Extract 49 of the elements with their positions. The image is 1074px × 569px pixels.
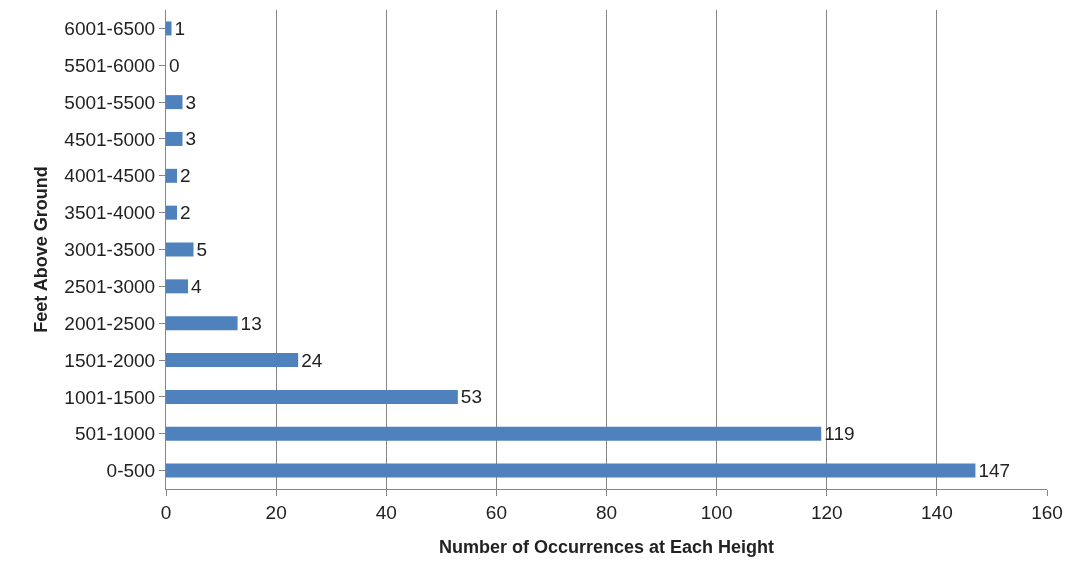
bar: [166, 95, 183, 110]
y-tick-label: 3001-3500: [64, 239, 156, 261]
y-tick-label: 5001-5500: [64, 91, 156, 113]
data-label: 3: [185, 91, 197, 113]
data-label: 147: [978, 460, 1011, 482]
data-label: 53: [460, 386, 482, 408]
x-tick-label: 100: [700, 501, 733, 523]
bar: [166, 242, 194, 257]
y-tick-label: 2001-2500: [64, 312, 156, 334]
bar: [166, 131, 183, 146]
data-label: 13: [240, 312, 262, 334]
data-label: 2: [180, 202, 191, 224]
x-tick-label: 20: [265, 501, 287, 523]
bar: [166, 316, 238, 331]
bar: [166, 463, 976, 478]
y-axis-title: Feet Above Ground: [30, 166, 51, 333]
bar: [166, 21, 172, 36]
y-tick-label: 5501-6000: [64, 54, 156, 76]
data-label: 4: [191, 275, 203, 297]
y-tick-label: 6001-6500: [64, 18, 156, 40]
y-tick-label: 1501-2000: [64, 349, 156, 371]
bar: [166, 426, 822, 441]
data-label: 119: [824, 423, 855, 445]
y-tick-label: 1001-1500: [64, 386, 156, 408]
y-tick-label: 3501-4000: [64, 202, 156, 224]
bar: [166, 205, 178, 220]
y-tick-label: 501-1000: [74, 423, 156, 445]
x-tick-label: 120: [810, 501, 843, 523]
y-tick-label: 0-500: [106, 460, 156, 482]
x-tick-label: 40: [375, 501, 397, 523]
data-label: 24: [301, 349, 323, 371]
x-tick-label: 60: [485, 501, 507, 523]
y-tick-label: 2501-3000: [64, 276, 156, 297]
data-label: 5: [196, 239, 208, 260]
data-label: 0: [169, 54, 180, 76]
bar: [166, 389, 458, 404]
x-tick-label: 140: [921, 501, 953, 523]
y-tick-label: 4501-5000: [64, 128, 156, 150]
data-label: 2: [180, 165, 191, 187]
bar: [166, 279, 189, 294]
x-tick-label: 0: [160, 501, 172, 523]
x-tick-label: 160: [1031, 501, 1063, 523]
data-label: 3: [185, 128, 197, 150]
y-tick-label: 4001-4500: [64, 165, 156, 187]
x-tick-label: 80: [595, 501, 618, 523]
x-axis-title: Number of Occurrences at Each Height: [438, 536, 775, 557]
data-label: 1: [174, 17, 186, 39]
bar: [166, 168, 178, 183]
bar: [166, 353, 299, 368]
